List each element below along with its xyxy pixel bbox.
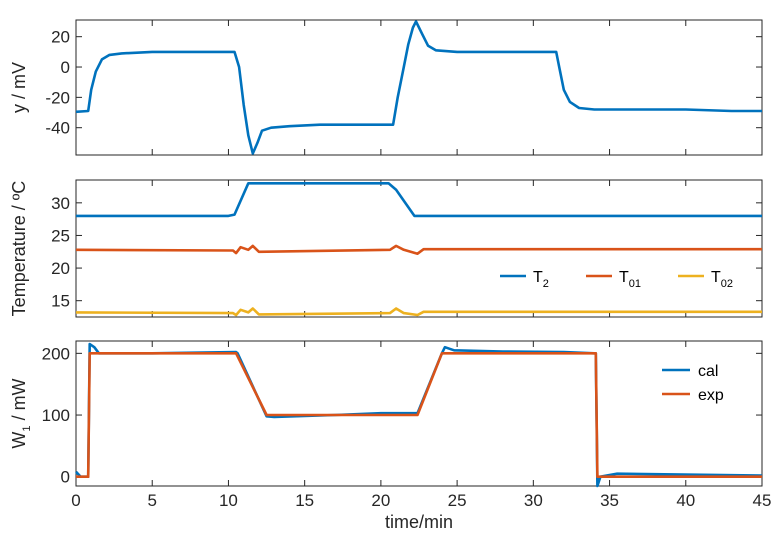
legend: cal exp — [662, 363, 724, 404]
y-tick-label: 30 — [51, 194, 70, 213]
y-axis-label: Temperature / ºC — [9, 181, 29, 317]
subplot-3: 0 5 10 15 20 25 30 35 40 45 0 100 200 W1 / mW time/min… — [9, 340, 772, 532]
legend-label: T2 — [533, 269, 549, 290]
legend-label: cal — [698, 363, 718, 380]
y-axis-label: y / mV — [9, 62, 29, 113]
y-tick-label: 20 — [51, 28, 70, 47]
x-tick-label: 10 — [219, 491, 238, 510]
legend-label: exp — [698, 387, 724, 404]
y-axis-label: W1 / mW — [9, 378, 33, 448]
x-tick-label: 35 — [600, 491, 619, 510]
series-line-T_01 — [75, 244, 762, 255]
series-line-T_02 — [75, 307, 762, 317]
legend-label: T01 — [619, 269, 641, 290]
series-line-cal — [75, 342, 763, 488]
legend: T2 T01 T02 — [500, 269, 733, 290]
x-tick-label: 0 — [71, 491, 80, 510]
y-tick-label: 15 — [51, 292, 70, 311]
series-line-exp — [76, 351, 762, 479]
y-tick-label: 0 — [61, 468, 70, 487]
x-axis-label: time/min — [385, 512, 453, 532]
y-tick-label: 200 — [42, 344, 70, 363]
series-line-T_2 — [76, 182, 762, 218]
axes-box — [75, 19, 763, 156]
y-tick-label: 100 — [42, 406, 70, 425]
subplot-2: 15 20 25 30 Temperature / ºC T2 T01 T02 — [9, 179, 763, 318]
y-tick-label: 0 — [61, 58, 70, 77]
x-tick-label: 20 — [371, 491, 390, 510]
subplot-1: -40 -20 0 20 y / mV — [9, 19, 763, 156]
y-tick-label: 25 — [51, 226, 70, 245]
x-tick-label: 40 — [676, 491, 695, 510]
x-tick-label: 15 — [295, 491, 314, 510]
y-tick-label: -40 — [45, 119, 70, 138]
axes-box — [75, 340, 763, 487]
x-tick-label: 25 — [448, 491, 467, 510]
legend-label: T02 — [711, 269, 733, 290]
x-tick-label: 45 — [753, 491, 772, 510]
series-line-series-1 — [75, 20, 762, 155]
x-tick-label: 5 — [147, 491, 156, 510]
y-tick-label: -20 — [45, 88, 70, 107]
y-tick-label: 20 — [51, 259, 70, 278]
x-tick-label: 30 — [524, 491, 543, 510]
